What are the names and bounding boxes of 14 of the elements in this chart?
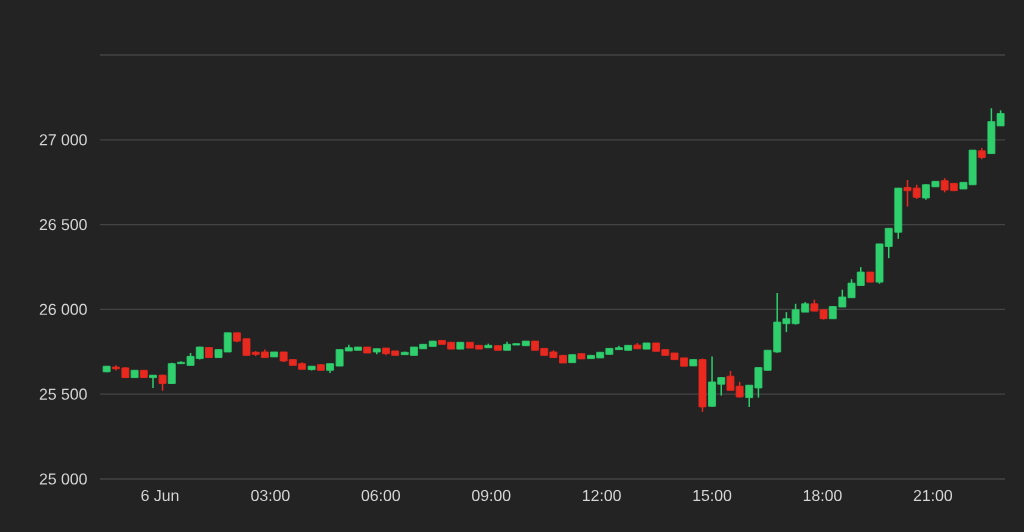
- x-tick-label: 6 Jun: [141, 489, 179, 502]
- y-tick-label: 26 500: [39, 218, 87, 231]
- x-tick-label: 09:00: [472, 489, 511, 502]
- y-tick-label: 25 000: [39, 473, 87, 485]
- y-tick-label: 27 000: [39, 134, 87, 146]
- x-tick-label: 12:00: [583, 489, 621, 502]
- x-tick-label: 03:00: [251, 489, 290, 502]
- x-tick-label: 18:00: [803, 489, 842, 502]
- x-tick-label: 15:00: [693, 489, 732, 502]
- y-tick-label: 25 500: [39, 388, 87, 400]
- candlestick: [149, 374, 157, 389]
- y-tick-label: 26 000: [39, 303, 87, 316]
- x-tick-label: 21:00: [913, 489, 953, 502]
- x-tick-label: 06:00: [361, 489, 400, 502]
